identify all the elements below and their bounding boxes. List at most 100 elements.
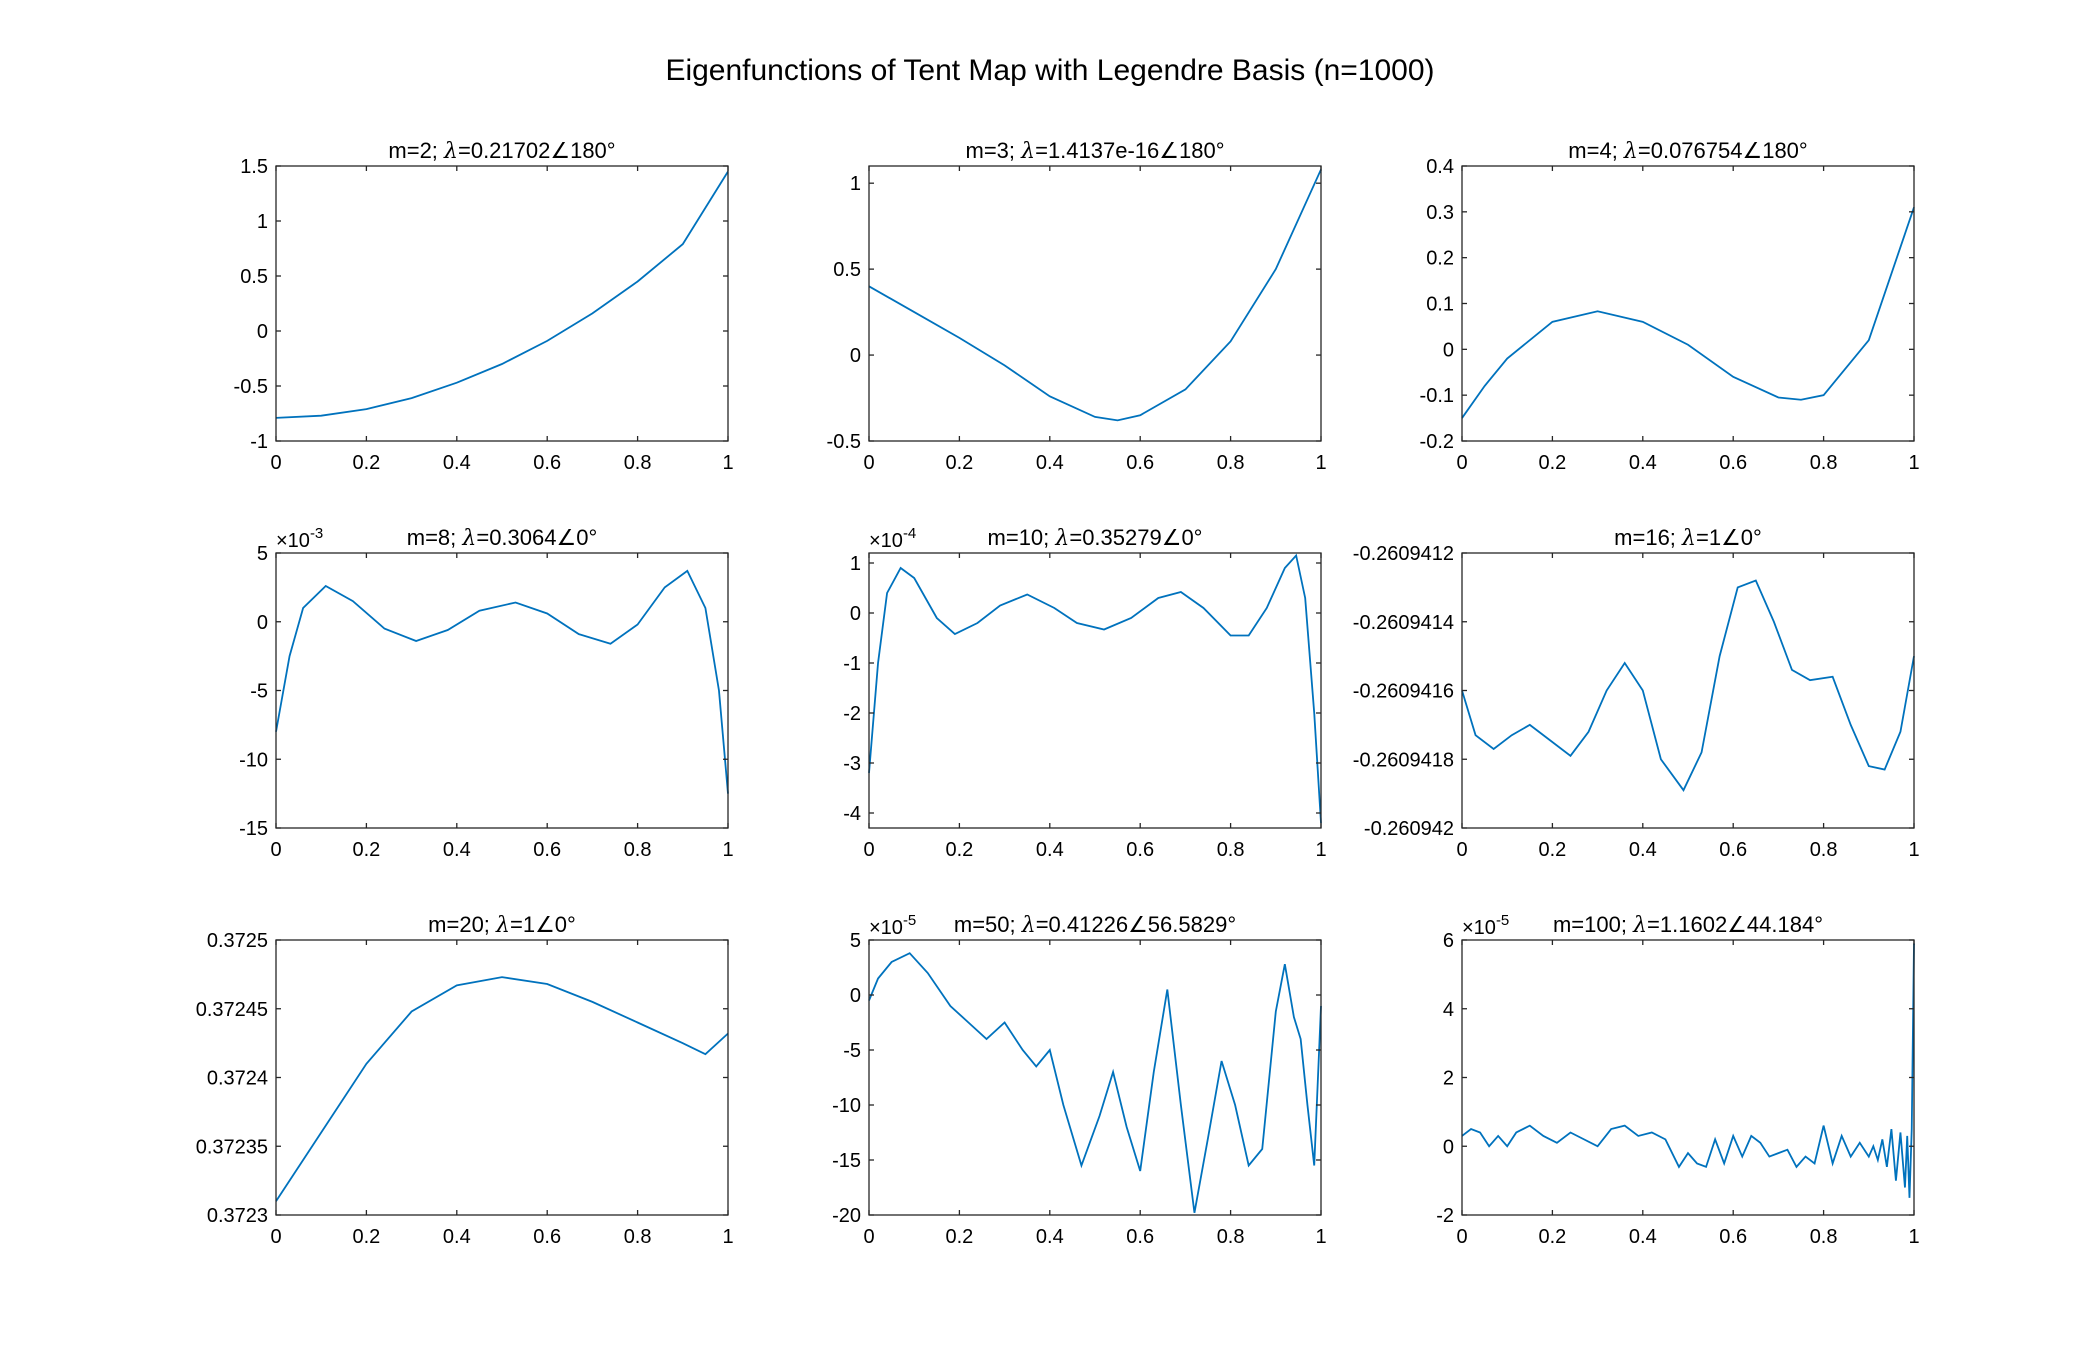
y-tick-label: 1 xyxy=(850,553,861,575)
x-tick-label: 0.2 xyxy=(352,1226,380,1248)
y-exponent-label: ×10-3 xyxy=(276,525,323,552)
x-tick-label: 0.8 xyxy=(1810,839,1838,861)
y-tick-label: 0 xyxy=(257,612,268,634)
axes-box-6 xyxy=(275,939,729,1216)
subplot-title: m=2; λ=0.21702∠180° xyxy=(388,138,615,164)
x-tick-label: 0.4 xyxy=(1036,1226,1064,1248)
subplot-7: 0 0.2 0.4 0.6 0.8 1 -20 -15 -10 -5 0 5 ×10-5 m=50; λ=… xyxy=(832,912,1326,1248)
eigenfunction-line-4 xyxy=(868,553,1322,824)
subplot-2: 0 0.2 0.4 0.6 0.8 1 -0.2 -0.1 0 0.1 0.2 0.3 0.4 m=4; … xyxy=(1420,138,1920,474)
x-tick-label: 0.2 xyxy=(352,452,380,474)
y-tick-label: -2 xyxy=(843,703,861,725)
subplot-5: 0 0.2 0.4 0.6 0.8 1 -0.260942 -0.2609418 -0.2609… xyxy=(1353,525,1920,861)
y-tick-label: -0.2609418 xyxy=(1353,749,1454,771)
x-tick-label: 0.6 xyxy=(533,1226,561,1248)
x-tick-label: 0.8 xyxy=(1217,452,1245,474)
y-tick-label: -0.2609412 xyxy=(1353,543,1454,565)
y-tick-label: 0.4 xyxy=(1426,156,1454,178)
y-exponent-label: ×10-4 xyxy=(869,525,916,552)
y-tick-label: 0.2 xyxy=(1426,248,1454,270)
eigenfunction-line-6 xyxy=(275,976,729,1202)
y-tick-label: 5 xyxy=(257,543,268,565)
y-tick-label: -10 xyxy=(239,749,268,771)
x-tick-label: 0.6 xyxy=(533,839,561,861)
x-tick-label: 0.6 xyxy=(1719,839,1747,861)
axes-box-5 xyxy=(1461,552,1915,829)
x-tick-label: 0 xyxy=(270,839,281,861)
eigenfunction-line-2 xyxy=(1461,206,1915,419)
y-tick-label: 0.3723 xyxy=(207,1205,268,1227)
x-tick-label: 0.6 xyxy=(1719,1226,1747,1248)
y-tick-label: -5 xyxy=(843,1040,861,1062)
y-tick-label: 0 xyxy=(850,603,861,625)
y-tick-label: -3 xyxy=(843,753,861,775)
y-tick-label: -15 xyxy=(239,818,268,840)
x-tick-label: 0.4 xyxy=(1629,839,1657,861)
x-tick-label: 0 xyxy=(1456,839,1467,861)
y-tick-label: 0 xyxy=(850,345,861,367)
x-tick-label: 0.8 xyxy=(1217,839,1245,861)
y-tick-label: 0 xyxy=(257,321,268,343)
x-tick-label: 0.8 xyxy=(1810,1226,1838,1248)
x-tick-label: 0.4 xyxy=(1629,1226,1657,1248)
y-tick-label: 0 xyxy=(1443,339,1454,361)
subplot-title: m=10; λ=0.35279∠0° xyxy=(988,525,1203,551)
x-tick-label: 1 xyxy=(1315,839,1326,861)
subplot-title: m=3; λ=1.4137e-16∠180° xyxy=(966,138,1225,164)
axes-box-1 xyxy=(868,165,1322,442)
x-tick-label: 0.6 xyxy=(533,452,561,474)
axes-box-2 xyxy=(1461,165,1915,442)
x-tick-label: 0 xyxy=(863,839,874,861)
y-tick-label: -1 xyxy=(843,653,861,675)
eigenfunction-line-5 xyxy=(1461,579,1915,792)
x-tick-label: 0.2 xyxy=(945,1226,973,1248)
x-tick-label: 0.2 xyxy=(1538,1226,1566,1248)
subplot-title: m=16; λ=1∠0° xyxy=(1614,525,1762,551)
x-tick-label: 0.4 xyxy=(443,839,471,861)
x-tick-label: 0 xyxy=(1456,1226,1467,1248)
x-tick-label: 1 xyxy=(722,1226,733,1248)
x-tick-label: 0.2 xyxy=(1538,839,1566,861)
x-tick-label: 1 xyxy=(1908,452,1919,474)
x-tick-label: 0 xyxy=(270,1226,281,1248)
y-tick-label: -0.5 xyxy=(234,376,268,398)
x-tick-label: 0 xyxy=(270,452,281,474)
x-tick-label: 0.6 xyxy=(1126,839,1154,861)
axes-box-0 xyxy=(275,165,729,442)
y-tick-label: -0.5 xyxy=(827,431,861,453)
x-tick-label: 0.6 xyxy=(1719,452,1747,474)
y-tick-label: 0.3724 xyxy=(207,1068,268,1090)
x-tick-label: 0 xyxy=(863,452,874,474)
x-tick-label: 0.8 xyxy=(624,1226,652,1248)
subplot-title: m=20; λ=1∠0° xyxy=(428,912,576,938)
y-tick-label: -20 xyxy=(832,1205,861,1227)
x-tick-label: 0.8 xyxy=(624,452,652,474)
x-tick-label: 1 xyxy=(1908,839,1919,861)
axes-box-4 xyxy=(868,552,1322,829)
y-tick-label: 0 xyxy=(850,985,861,1007)
y-exponent-label: ×10-5 xyxy=(1462,912,1509,939)
subplot-6: 0 0.2 0.4 0.6 0.8 1 0.3723 0.37235 0.3724 0.37245… xyxy=(196,912,734,1248)
x-tick-label: 1 xyxy=(1908,1226,1919,1248)
eigenfunction-line-1 xyxy=(868,169,1322,422)
x-tick-label: 0.6 xyxy=(1126,1226,1154,1248)
y-tick-label: -5 xyxy=(250,681,268,703)
x-tick-label: 0 xyxy=(863,1226,874,1248)
y-tick-label: 0.5 xyxy=(833,259,861,281)
y-tick-label: -0.2609416 xyxy=(1353,681,1454,703)
y-tick-label: 4 xyxy=(1443,999,1454,1021)
y-tick-label: -0.2609414 xyxy=(1353,612,1454,634)
eigenfunction-line-8 xyxy=(1461,943,1915,1198)
y-tick-label: -10 xyxy=(832,1095,861,1117)
x-tick-label: 0.2 xyxy=(1538,452,1566,474)
y-tick-label: 0.5 xyxy=(240,266,268,288)
subplot-title: m=8; λ=0.3064∠0° xyxy=(407,525,598,551)
subplot-title: m=100; λ=1.1602∠44.184° xyxy=(1553,912,1823,938)
figure-title: Eigenfunctions of Tent Map with Legendre… xyxy=(665,54,1434,87)
eigenfunction-line-7 xyxy=(868,952,1322,1213)
y-tick-label: -2 xyxy=(1436,1205,1454,1227)
x-tick-label: 0.4 xyxy=(443,452,471,474)
y-tick-label: 1 xyxy=(850,173,861,195)
subplot-title: m=4; λ=0.076754∠180° xyxy=(1568,138,1807,164)
